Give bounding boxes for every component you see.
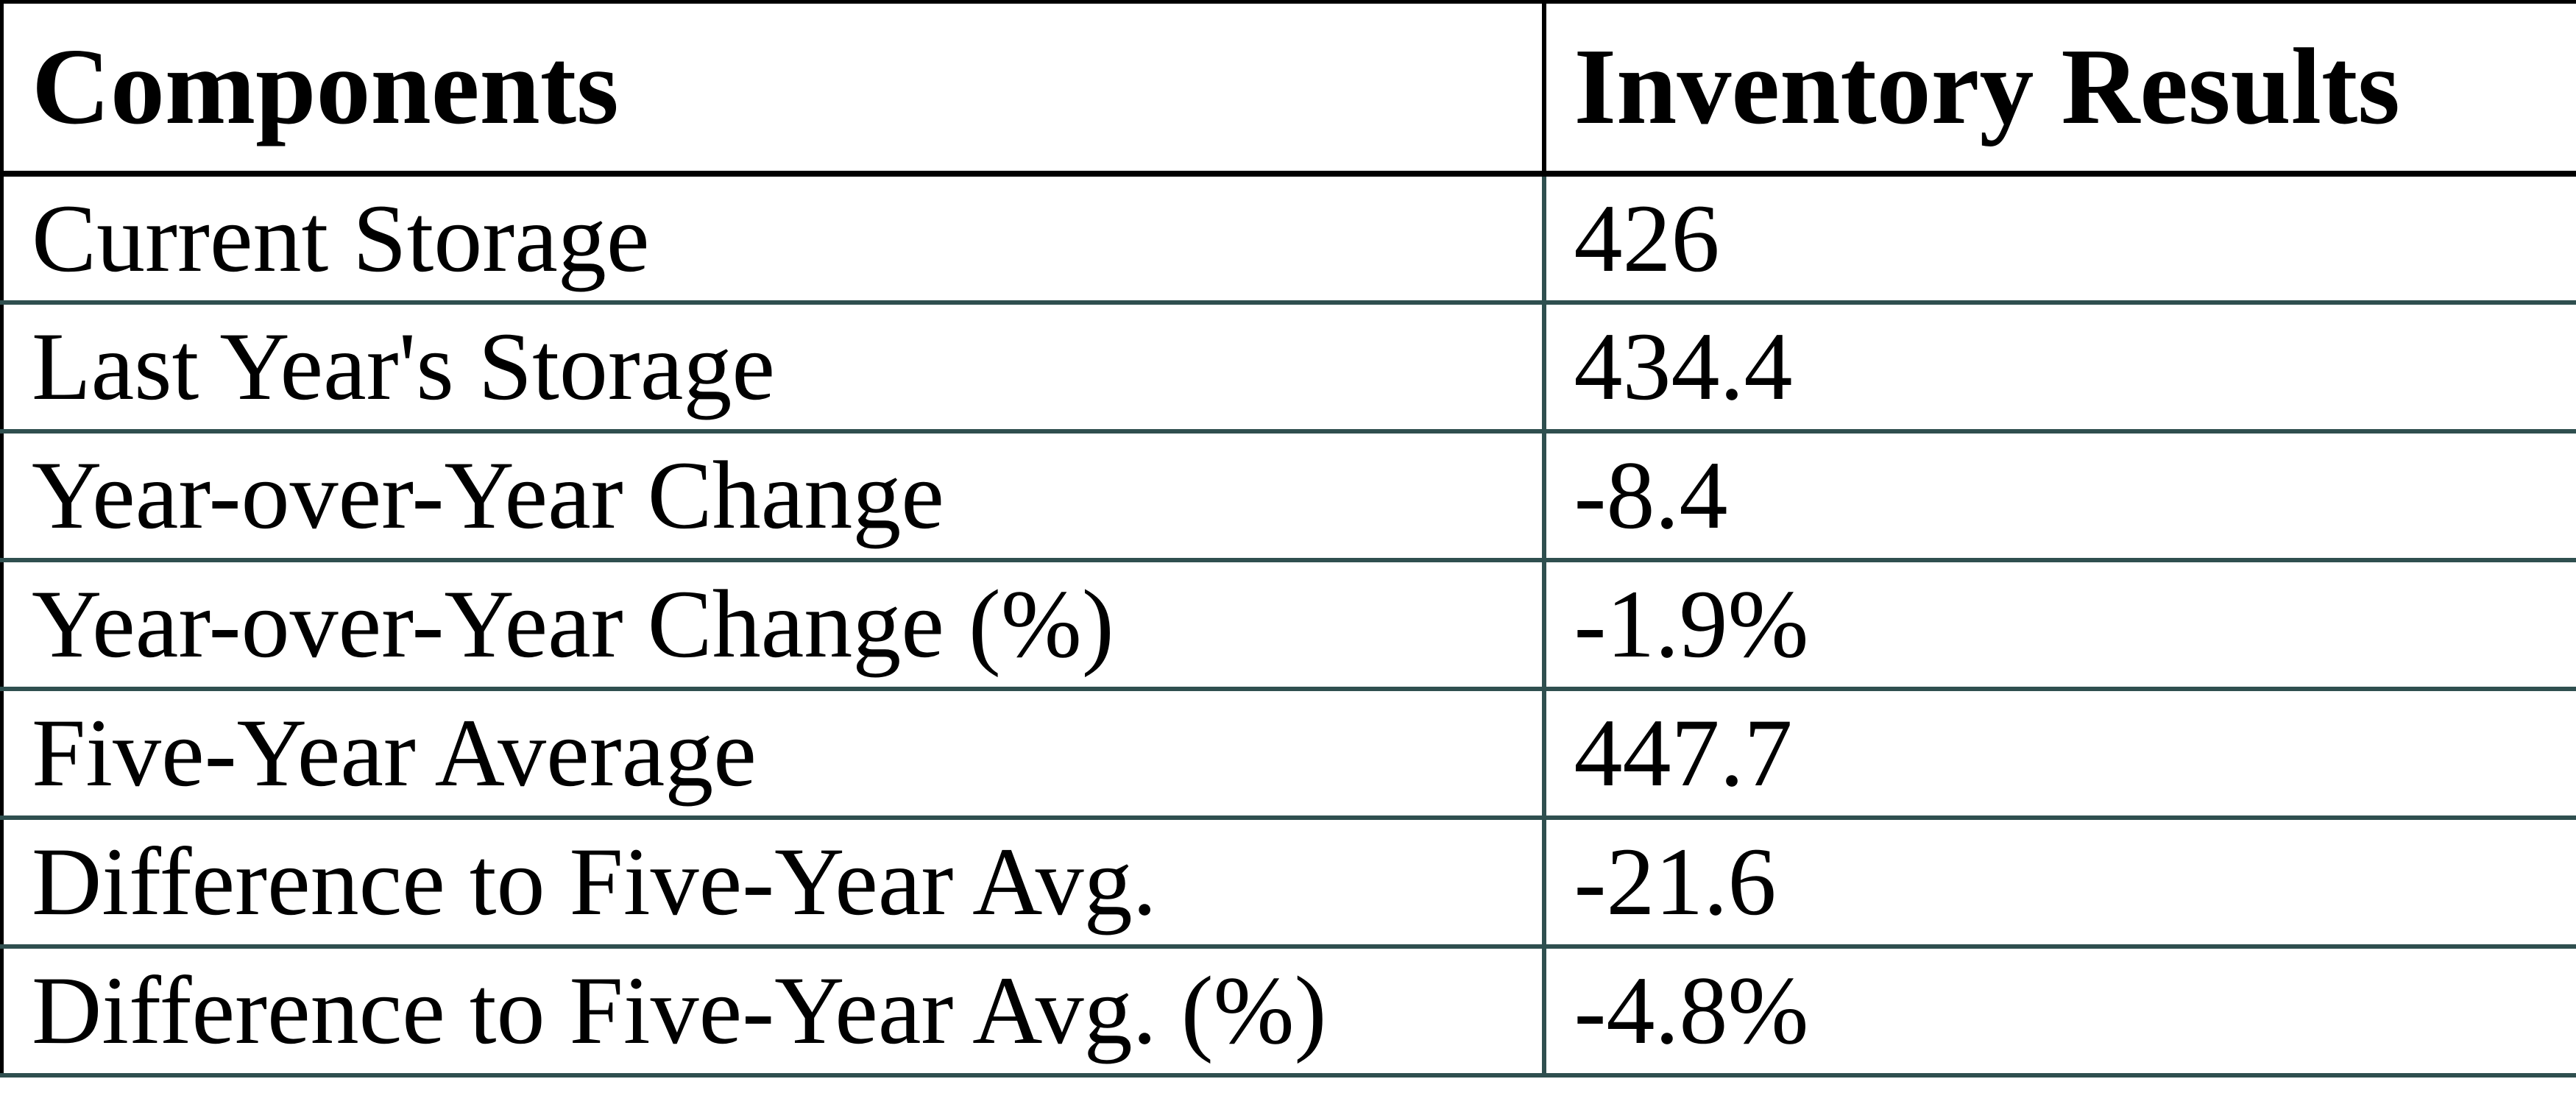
component-cell: Difference to Five-Year Avg. bbox=[1, 817, 1546, 949]
value-cell: -4.8% bbox=[1543, 946, 2576, 1078]
component-cell: Difference to Five-Year Avg. (%) bbox=[1, 946, 1546, 1078]
header-cell-inventory-results: Inventory Results bbox=[1543, 1, 2576, 177]
header-cell-components: Components bbox=[1, 1, 1546, 177]
inventory-table: Components Inventory Results Current Sto… bbox=[0, 0, 2576, 1078]
component-cell: Five-Year Average bbox=[1, 688, 1546, 820]
component-cell: Year-over-Year Change bbox=[1, 431, 1546, 562]
value-cell: 426 bbox=[1543, 173, 2576, 305]
value-cell: 447.7 bbox=[1543, 688, 2576, 820]
table-row: Year-over-Year Change (%) -1.9% bbox=[1, 559, 2576, 691]
table-header-row: Components Inventory Results bbox=[1, 1, 2576, 177]
value-cell: 434.4 bbox=[1543, 302, 2576, 434]
table-row: Five-Year Average 447.7 bbox=[1, 688, 2576, 820]
value-cell: -1.9% bbox=[1543, 559, 2576, 691]
table-row: Last Year's Storage 434.4 bbox=[1, 302, 2576, 434]
value-cell: -21.6 bbox=[1543, 817, 2576, 949]
table-row: Current Storage 426 bbox=[1, 173, 2576, 305]
component-cell: Last Year's Storage bbox=[1, 302, 1546, 434]
component-cell: Year-over-Year Change (%) bbox=[1, 559, 1546, 691]
table-row: Difference to Five-Year Avg. -21.6 bbox=[1, 817, 2576, 949]
component-cell: Current Storage bbox=[1, 173, 1546, 305]
table-row: Year-over-Year Change -8.4 bbox=[1, 431, 2576, 562]
value-cell: -8.4 bbox=[1543, 431, 2576, 562]
table-row: Difference to Five-Year Avg. (%) -4.8% bbox=[1, 946, 2576, 1078]
